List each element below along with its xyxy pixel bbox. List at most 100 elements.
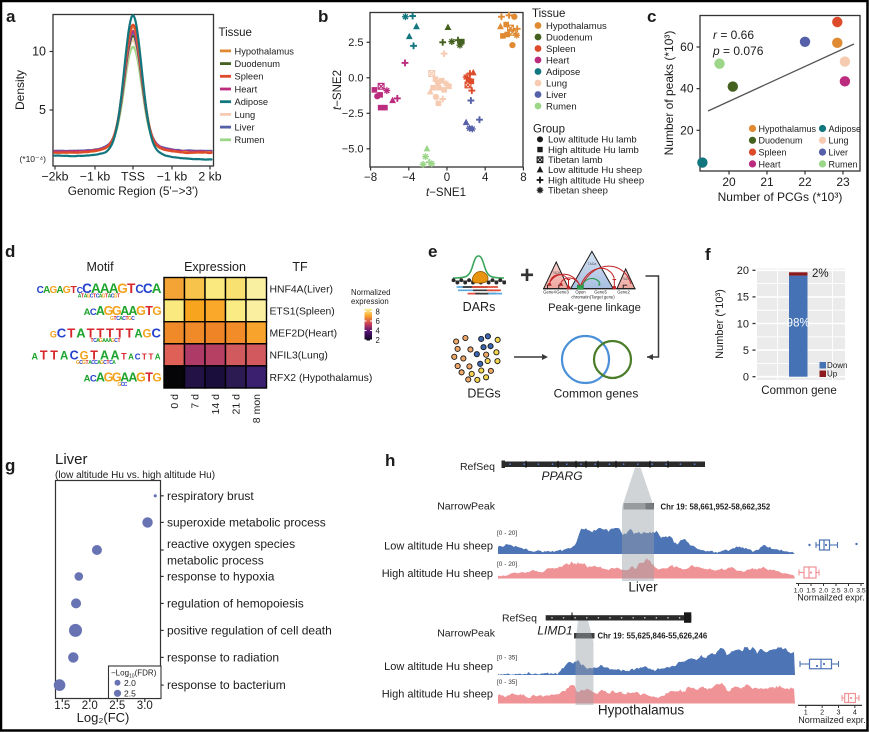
svg-text:C: C	[114, 338, 118, 344]
svg-text:G: G	[104, 370, 114, 384]
svg-text:Duodenum: Duodenum	[546, 32, 593, 43]
svg-text:−Log10(FDR): −Log10(FDR)	[111, 669, 157, 680]
svg-text:Group: Group	[533, 124, 565, 136]
svg-text:Heart: Heart	[546, 55, 570, 66]
svg-text:T: T	[149, 352, 154, 361]
svg-text:G: G	[104, 304, 114, 318]
svg-text:Liver: Liver	[546, 90, 567, 101]
svg-text:Adipose: Adipose	[546, 67, 580, 78]
svg-text:Lung: Lung	[546, 78, 567, 89]
svg-text:C: C	[96, 294, 100, 300]
svg-text:3.0: 3.0	[844, 588, 854, 595]
svg-text:A: A	[109, 281, 119, 296]
svg-text:T: T	[40, 348, 48, 362]
svg-text:regulation of hemopoiesis: regulation of hemopoiesis	[167, 596, 304, 610]
svg-text:T: T	[50, 348, 58, 362]
svg-text:positive regulation of cell de: positive regulation of cell death	[167, 623, 332, 637]
svg-text:NarrowPeak: NarrowPeak	[437, 628, 496, 640]
svg-text:C: C	[77, 285, 83, 295]
svg-text:Heart: Heart	[235, 84, 258, 94]
svg-text:C: C	[90, 307, 97, 318]
svg-text:T: T	[116, 325, 124, 340]
svg-text:a: a	[6, 7, 16, 26]
svg-text:reactive oxygen species: reactive oxygen species	[167, 537, 295, 551]
svg-text:22: 22	[798, 175, 812, 189]
svg-text:Liver: Liver	[829, 148, 849, 158]
svg-text:C: C	[122, 316, 126, 322]
svg-text:Spleen: Spleen	[759, 148, 787, 158]
svg-text:G: G	[118, 382, 122, 388]
svg-text:0.0: 0.0	[348, 73, 363, 85]
svg-text:Tibetan lamb: Tibetan lamb	[548, 155, 603, 166]
svg-text:Normailzed expr.: Normailzed expr.	[797, 593, 865, 603]
svg-text:2.0: 2.0	[82, 700, 98, 712]
svg-text:Low altitude Hu sheep: Low altitude Hu sheep	[384, 541, 493, 553]
svg-text:5: 5	[39, 103, 46, 117]
svg-text:b: b	[318, 7, 328, 26]
svg-text:Common genes: Common genes	[554, 387, 639, 401]
svg-text:High altitude Hu sheep: High altitude Hu sheep	[548, 175, 644, 186]
svg-text:Low altitude Hu lamb: Low altitude Hu lamb	[548, 135, 637, 146]
svg-text:0: 0	[444, 172, 450, 184]
svg-text:C: C	[135, 352, 141, 361]
svg-text:A: A	[84, 373, 91, 384]
svg-text:21 d: 21 d	[230, 394, 242, 415]
svg-text:T: T	[81, 294, 84, 300]
svg-text:Duodenum: Duodenum	[235, 59, 281, 69]
svg-text:A: A	[120, 370, 129, 384]
svg-text:8: 8	[520, 172, 526, 184]
svg-text:8: 8	[376, 307, 380, 316]
svg-text:[0 - 35]: [0 - 35]	[497, 655, 517, 662]
svg-text:Spleen: Spleen	[235, 72, 264, 82]
svg-text:G: G	[114, 294, 118, 300]
svg-text:1.5: 1.5	[806, 588, 816, 595]
svg-text:Motif: Motif	[86, 260, 114, 274]
svg-text:A: A	[32, 351, 39, 361]
svg-text:Hypothalamus: Hypothalamus	[759, 124, 817, 134]
svg-text:High altitude Hu sheep: High altitude Hu sheep	[382, 568, 493, 580]
svg-text:2.0: 2.0	[819, 588, 829, 595]
svg-text:r = 0.66: r = 0.66	[713, 28, 754, 42]
svg-text:10: 10	[737, 318, 749, 330]
svg-text:G: G	[50, 285, 58, 296]
svg-text:21: 21	[760, 175, 774, 189]
svg-text:T: T	[70, 284, 77, 296]
svg-text:Number of peaks (*10³): Number of peaks (*10³)	[662, 31, 676, 156]
svg-text:MEF2D(Heart): MEF2D(Heart)	[270, 329, 338, 340]
svg-text:A: A	[60, 350, 68, 362]
svg-text:G: G	[143, 328, 152, 340]
svg-text:7 d: 7 d	[189, 394, 201, 409]
svg-text:A: A	[84, 307, 91, 318]
svg-text:2%: 2%	[812, 268, 829, 280]
svg-text:−2.5: −2.5	[342, 108, 364, 120]
svg-text:superoxide metabolic process: superoxide metabolic process	[167, 515, 326, 529]
svg-text:−4: −4	[402, 172, 416, 184]
svg-text:20: 20	[722, 175, 736, 189]
svg-text:T: T	[96, 325, 104, 340]
svg-text:C: C	[124, 382, 128, 388]
svg-text:T: T	[145, 304, 153, 318]
svg-text:response to hypoxia: response to hypoxia	[167, 569, 275, 583]
svg-text:G: G	[110, 316, 114, 322]
svg-text:Density: Density	[13, 70, 27, 110]
svg-text:NarrowPeak: NarrowPeak	[437, 501, 496, 513]
svg-text:t−SNE2: t−SNE2	[332, 70, 344, 110]
svg-text:G: G	[152, 304, 161, 318]
svg-text:C: C	[152, 325, 162, 340]
svg-text:Tissue: Tissue	[532, 8, 565, 20]
svg-text:Gene5: Gene5	[594, 290, 607, 295]
svg-text:−5.0: −5.0	[342, 144, 364, 156]
svg-text:RefSeq: RefSeq	[502, 613, 537, 625]
svg-text:C: C	[143, 281, 153, 296]
svg-text:C: C	[135, 284, 143, 296]
svg-text:A: A	[100, 348, 109, 362]
svg-text:6: 6	[376, 317, 380, 326]
svg-text:Tissue: Tissue	[219, 27, 252, 39]
svg-text:T: T	[67, 325, 75, 340]
svg-text:T: T	[121, 351, 127, 361]
svg-text:G: G	[102, 294, 106, 300]
svg-text:A: A	[76, 325, 86, 340]
svg-text:0: 0	[743, 372, 749, 384]
svg-text:Gene4: Gene4	[543, 290, 556, 295]
svg-text:G: G	[50, 329, 57, 339]
